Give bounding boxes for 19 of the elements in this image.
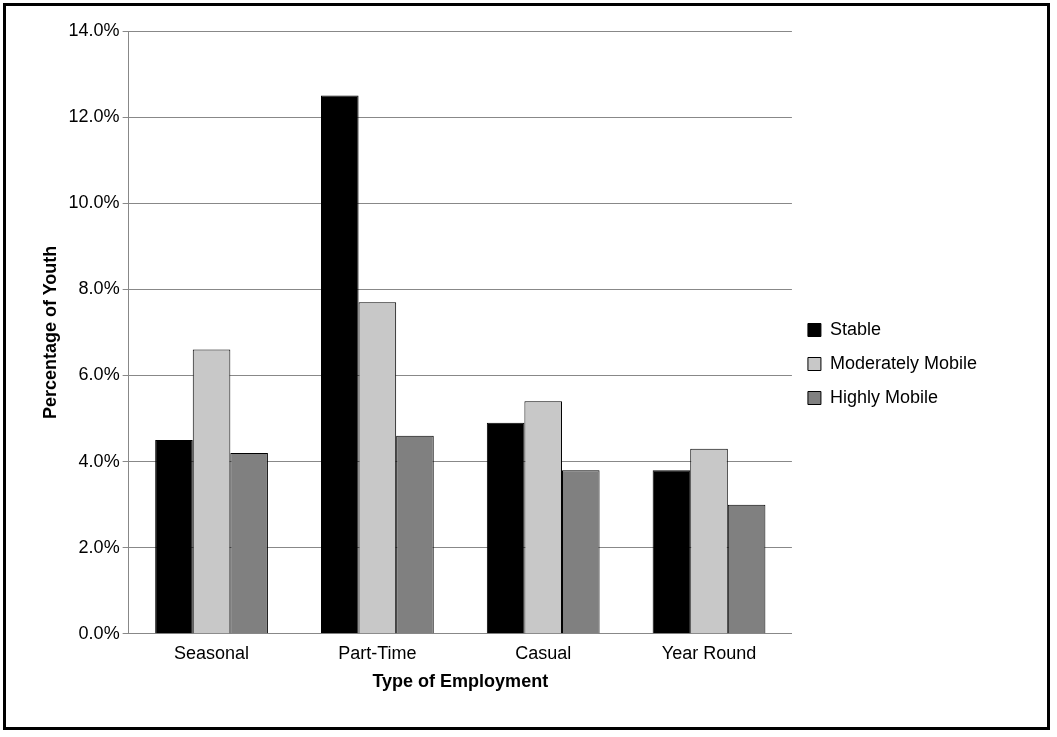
x-tick-label: Seasonal xyxy=(174,642,250,663)
y-tick-label: 6.0% xyxy=(78,364,120,385)
y-tick-label: 14.0% xyxy=(68,19,120,40)
x-tick-label: Part-Time xyxy=(338,642,417,663)
legend-label: Stable xyxy=(829,318,881,339)
x-axis-title: Type of Employment xyxy=(372,671,549,692)
bar xyxy=(486,422,525,634)
y-tick-label: 8.0% xyxy=(78,278,120,299)
bar xyxy=(652,470,691,634)
y-tick-label: 4.0% xyxy=(78,450,120,471)
y-axis-title: Percentage of Youth xyxy=(39,245,60,420)
x-tick-label: Casual xyxy=(515,642,572,663)
x-tick-label: Year Round xyxy=(661,642,757,663)
legend-label: Highly Mobile xyxy=(829,386,938,407)
y-tick-label: 12.0% xyxy=(68,106,120,127)
legend-label: Moderately Mobile xyxy=(829,352,978,373)
y-tick-label: 2.0% xyxy=(78,536,120,557)
y-tick-label: 10.0% xyxy=(68,192,120,213)
y-tick-label: 0.0% xyxy=(78,622,120,643)
